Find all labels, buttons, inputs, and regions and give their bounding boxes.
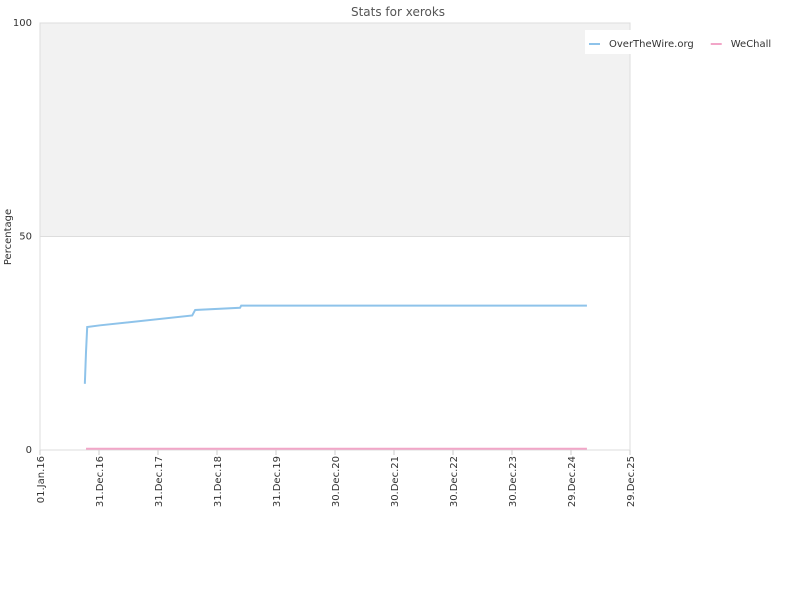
- legend: [585, 30, 785, 54]
- plot-band: [40, 23, 630, 237]
- series-line: [83, 304, 587, 384]
- x-tick-label: 31.Dec.16: [95, 456, 106, 507]
- y-axis-label: Percentage: [3, 209, 14, 265]
- x-tick-label: 31.Dec.18: [213, 456, 224, 507]
- x-tick-label: 30.Dec.22: [449, 456, 460, 507]
- legend-label: WeChall: [731, 39, 771, 50]
- x-tick-label: 30.Dec.20: [331, 456, 342, 507]
- x-tick-label: 29.Dec.24: [567, 456, 578, 507]
- y-tick-label: 0: [26, 445, 32, 456]
- x-tick-label: 31.Dec.17: [154, 456, 165, 507]
- chart-title: Stats for xeroks: [351, 5, 445, 19]
- y-tick-label: 50: [19, 232, 32, 243]
- x-tick-label: 31.Dec.19: [272, 456, 283, 507]
- legend-label: OverTheWire.org: [609, 39, 694, 50]
- x-tick-label: 29.Dec.25: [626, 456, 637, 507]
- x-tick-label: 30.Dec.23: [508, 456, 519, 507]
- x-tick-label: 01.Jan.16: [36, 456, 47, 503]
- x-tick-label: 30.Dec.21: [390, 456, 401, 507]
- y-tick-label: 100: [13, 18, 32, 29]
